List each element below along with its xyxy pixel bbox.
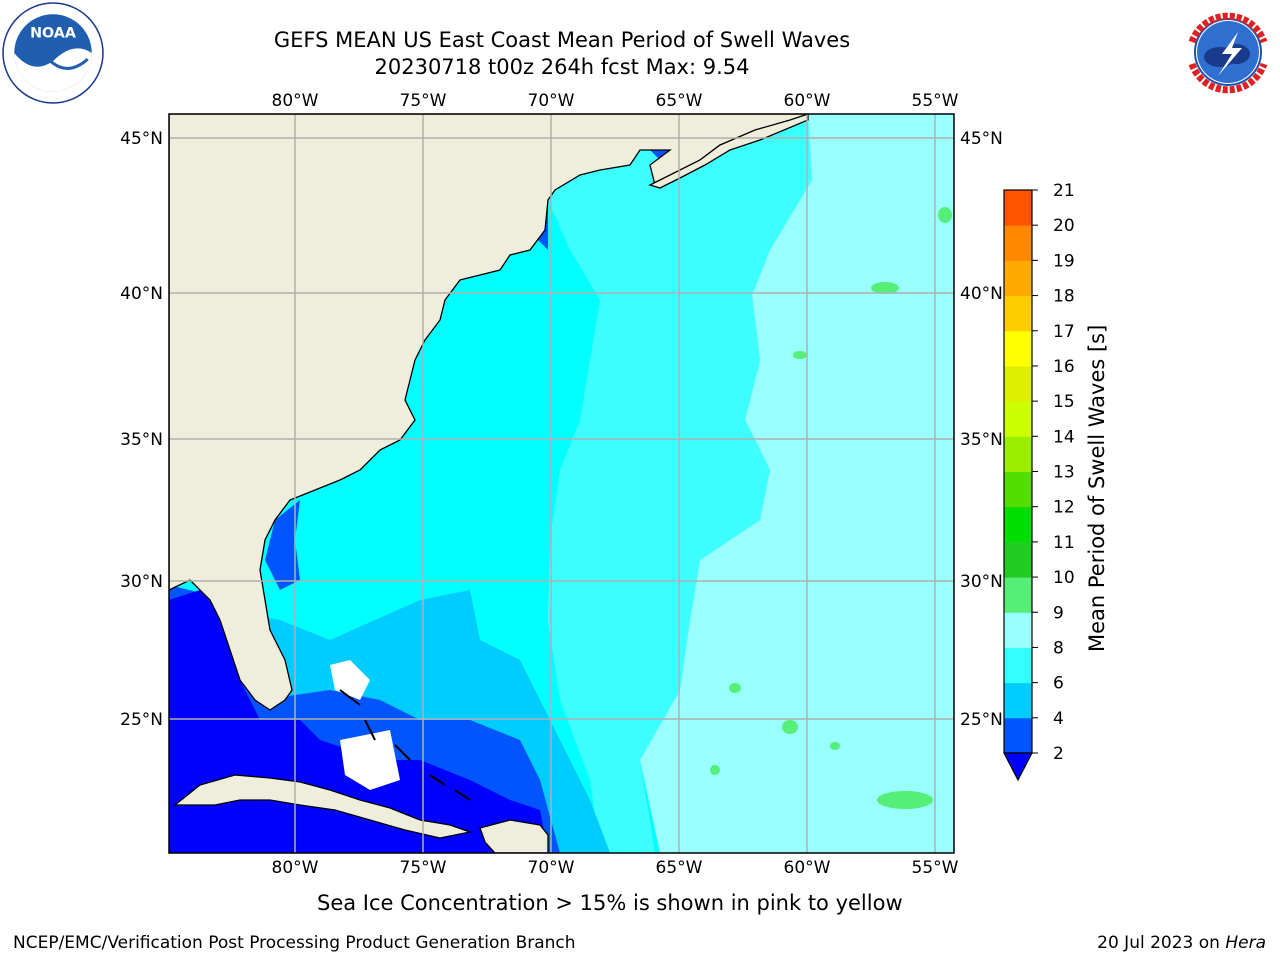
colorbar-tick-label: 2	[1053, 744, 1064, 764]
land-north-america	[169, 114, 810, 711]
colorbar-label: Mean Period of Swell Waves [s]	[1085, 324, 1109, 652]
colorbar-segment	[1004, 506, 1032, 543]
swell-9-10-speck	[729, 683, 741, 693]
sea-ice-note: Sea Ice Concentration > 15% is shown in …	[317, 891, 903, 915]
chart-title: GEFS MEAN US East Coast Mean Period of S…	[273, 28, 851, 52]
colorbar-tick-label: 20	[1053, 216, 1075, 236]
no-data-patch	[340, 730, 400, 790]
swell-9-10-speck	[871, 282, 899, 294]
swell-9-10-speck	[830, 742, 840, 750]
colorbar-tick-label: 10	[1053, 568, 1075, 588]
colorbar-segment	[1004, 190, 1032, 226]
footer-date-text: 20 Jul 2023 on	[1097, 933, 1226, 953]
noaa-logo: NOAA	[2, 2, 104, 104]
lon-label: 55°W	[912, 858, 959, 878]
noaa-logo-text: NOAA	[30, 26, 76, 42]
land-nova-scotia	[648, 114, 809, 189]
colorbar-tick-label: 19	[1053, 251, 1075, 271]
colorbar-tick-label: 6	[1053, 674, 1064, 694]
colorbar-extend-min	[1003, 752, 1033, 782]
lon-label: 65°W	[656, 858, 703, 878]
lat-label: 40°N	[120, 284, 163, 304]
lat-label: 35°N	[120, 430, 163, 450]
swell-9-10-speck	[710, 765, 720, 775]
colorbar-tick-label: 12	[1053, 498, 1075, 518]
footer-machine: Hera	[1225, 933, 1266, 953]
lon-label: 55°W	[912, 91, 959, 111]
colorbar-tick-label: 17	[1053, 322, 1075, 342]
colorbar-segment	[1004, 682, 1032, 719]
lon-label: 60°W	[784, 91, 831, 111]
colorbar-segment	[1004, 471, 1032, 508]
colorbar-tick-label: 9	[1053, 603, 1064, 623]
lat-label: 30°N	[960, 572, 1003, 592]
lat-label: 45°N	[960, 129, 1003, 149]
footer-date: 20 Jul 2023 on Hera	[1097, 933, 1266, 953]
swell-9-10-speck	[793, 351, 807, 359]
lon-label: 75°W	[400, 858, 447, 878]
colorbar-tick-label: 4	[1053, 709, 1064, 729]
colorbar-segment	[1004, 577, 1032, 613]
swell-zone-8-9	[640, 114, 954, 853]
colorbar-segment	[1004, 330, 1032, 367]
colorbar-segment	[1004, 401, 1032, 437]
lon-label: 70°W	[528, 858, 575, 878]
nws-logo	[1180, 4, 1276, 100]
map-area	[169, 114, 954, 853]
lat-label: 25°N	[120, 710, 163, 730]
land-bahamas	[339, 689, 471, 801]
lon-label: 75°W	[400, 91, 447, 111]
colorbar-segment	[1004, 436, 1032, 472]
colorbar-segment	[1004, 647, 1032, 684]
chart-subtitle: 20230718 t00z 264h fcst Max: 9.54	[374, 55, 750, 79]
lat-label: 45°N	[120, 129, 163, 149]
lat-labels-left: 45°N 40°N 35°N 30°N 25°N	[120, 129, 163, 730]
lon-label: 80°W	[272, 858, 319, 878]
lat-label: 25°N	[960, 710, 1003, 730]
lon-label: 70°W	[528, 91, 575, 111]
colorbar-tick-label: 18	[1053, 287, 1075, 307]
lon-label: 60°W	[784, 858, 831, 878]
land-hispaniola	[479, 819, 549, 853]
swell-zone-2-4-coast	[265, 500, 300, 590]
map-frame	[168, 113, 955, 854]
lon-label: 80°W	[272, 91, 319, 111]
colorbar-tick-label: 14	[1053, 427, 1075, 447]
colorbar-segment	[1004, 717, 1032, 754]
swell-9-10-speck	[877, 791, 933, 809]
lon-labels-bottom: 80°W 75°W 70°W 65°W 60°W 55°W	[272, 858, 959, 878]
land-cuba	[173, 774, 473, 839]
colorbar-segment	[1004, 260, 1032, 297]
lon-labels-top: 80°W 75°W 70°W 65°W 60°W 55°W	[272, 91, 959, 111]
swell-zone-8-9-patch	[548, 114, 812, 853]
colorbar-segment	[1004, 365, 1032, 402]
colorbar-tick-label: 13	[1053, 463, 1075, 483]
lat-label: 35°N	[960, 430, 1003, 450]
footer-credit: NCEP/EMC/Verification Post Processing Pr…	[13, 933, 576, 953]
colorbar-segment	[1004, 225, 1032, 261]
lon-label: 65°W	[656, 91, 703, 111]
swell-9-10-speck	[782, 720, 798, 734]
colorbar-tick-label: 21	[1053, 181, 1075, 201]
lat-label: 30°N	[120, 572, 163, 592]
colorbar: 2 4 6 8 9 10 11 12 13 14 15 16 17 18 19 20 21	[1003, 181, 1075, 782]
colorbar-tick-label: 16	[1053, 357, 1075, 377]
graticule	[169, 114, 954, 853]
lat-labels-right: 45°N 40°N 35°N 30°N 25°N	[960, 129, 1003, 730]
colorbar-tick-label: 8	[1053, 638, 1064, 658]
colorbar-segment	[1004, 612, 1032, 648]
colorbar-tick-label: 15	[1053, 392, 1075, 412]
colorbar-segment	[1004, 295, 1032, 332]
lat-label: 40°N	[960, 284, 1003, 304]
swell-9-10-speck	[938, 207, 952, 223]
colorbar-tick-label: 11	[1053, 533, 1075, 553]
colorbar-segment	[1004, 541, 1032, 578]
